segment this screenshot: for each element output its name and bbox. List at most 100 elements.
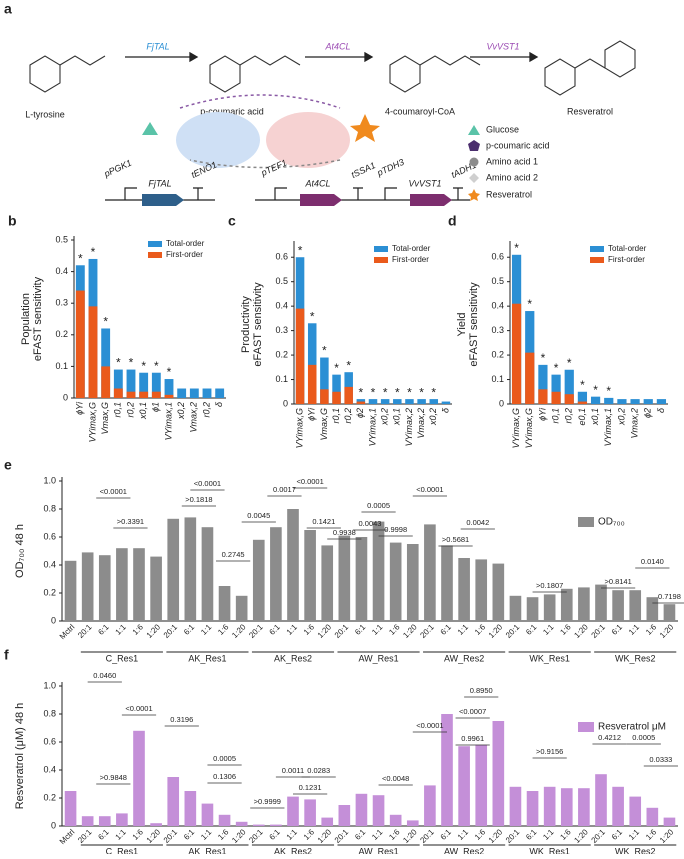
bar [287,509,299,621]
bar [101,366,111,398]
p-value: >0.9999 [254,797,281,806]
legend-label: Resveratrol μM [598,722,666,733]
bar [252,824,265,826]
x-tick-label: 1:6 [387,622,402,637]
legend-label: First-order [166,250,203,259]
significance: * [606,384,611,398]
p-value: 0.0005 [632,733,655,742]
x-tick-label: 1:1 [199,827,214,842]
panel-label: a [4,1,12,17]
bar [629,796,642,826]
part-label: VvVST1 [408,178,441,188]
p-value: 0.9998 [384,525,407,534]
y-tick-label: 0.5 [275,276,288,286]
x-tick-label: 6:1 [524,622,539,637]
significance: * [419,385,424,399]
p-value: 0.8950 [470,686,493,695]
p-value: 0.2745 [222,550,245,559]
x-tick-label: 20:1 [333,827,351,845]
group-label: AK_Res1 [188,653,226,663]
y-tick-label: 0.8 [43,708,56,718]
x-tick-label: VYimax,1 [603,408,613,446]
legend-label: Amino acid 2 [486,172,538,182]
y-tick-label: 0 [51,820,56,830]
y-tick-label: 0 [283,398,288,408]
significance: * [129,356,134,370]
bar [167,777,180,826]
x-tick-label: 1:20 [401,622,419,640]
bar [81,552,94,621]
y-tick-label: 0.5 [55,234,68,244]
group-label: WK_Res2 [615,653,656,663]
p-value: >0.1807 [536,581,563,590]
group-label: AW_Res1 [358,653,398,663]
bar [475,744,488,826]
x-tick-label: 20:1 [504,622,522,640]
x-tick-label: 1:6 [302,622,317,637]
bar [429,399,439,404]
significance: * [580,378,585,392]
bar [643,399,653,404]
panel-label: e [4,457,12,473]
p-value: 0.1231 [299,783,322,792]
significance: * [346,358,351,372]
x-tick-label: x0,1 [392,408,402,426]
bar [167,518,180,621]
bar [538,389,548,404]
y-axis-label: OD₇₀₀ 48 h [14,524,26,578]
bar [551,391,561,404]
bar [64,560,77,621]
bar [270,824,282,826]
x-tick-label: r0,2 [343,408,353,424]
enzyme: VvVST1 [486,41,519,51]
significance: * [431,385,436,399]
bar [150,823,162,826]
legend-label: Total-order [608,244,647,253]
x-tick-label: 6:1 [439,622,454,637]
x-tick-label: 6:1 [353,622,368,637]
bar [663,604,676,621]
bar [189,388,199,398]
p-value: 0.0333 [649,755,672,764]
x-tick-label: 6:1 [96,622,111,637]
bar [356,401,366,404]
x-tick-label: Vmax,G [100,402,110,435]
bar [424,785,436,826]
y-axis-label: Yield [456,312,468,336]
bar [525,352,535,404]
p-value: <0.0007 [459,707,486,716]
bar [372,521,385,621]
x-tick-label: ϕYi [537,407,547,421]
compound: p-coumaric acid [200,106,264,116]
x-tick-label: 6:1 [182,622,197,637]
x-tick-label: 1:20 [658,827,676,845]
bar [332,391,341,404]
x-tick-label: Vmax,G [319,408,329,441]
bar [475,559,488,621]
x-tick-label: 20:1 [162,827,180,845]
bar [126,369,136,398]
group-label: AK_Res2 [274,653,312,663]
bar [126,391,136,398]
legend-icon [468,140,480,151]
bar [235,821,248,826]
p-value: 0.0460 [93,671,116,680]
bar [393,399,402,404]
x-tick-label: 1:20 [230,827,248,845]
x-tick-label: 1:20 [230,622,248,640]
reaction-arrows [125,51,539,63]
bar [612,590,624,621]
y-tick-label: 0.1 [55,361,68,371]
bar [577,391,588,404]
p-value: <0.0001 [416,721,443,730]
bar [646,597,659,621]
x-tick-label: r0,2 [125,402,135,418]
bar [389,814,402,826]
x-tick-label: ϕ2 [355,408,365,418]
bar [511,303,522,404]
bar [492,721,505,826]
x-tick-label: 6:1 [610,622,625,637]
bar [139,391,149,398]
part-label: pTEF1 [259,157,289,178]
bar [133,730,145,826]
